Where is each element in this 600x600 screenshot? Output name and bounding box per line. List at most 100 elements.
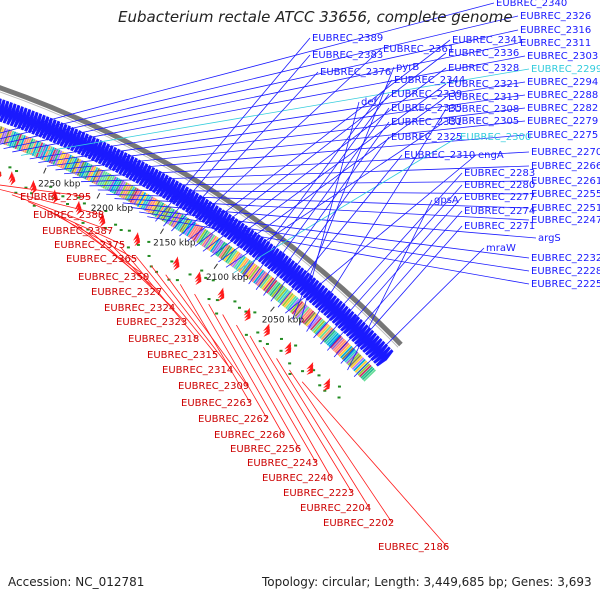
gc-skew-mark [114, 223, 118, 226]
gene-label-red: EUBREC_2323 [116, 317, 187, 328]
cog-category-block [296, 305, 308, 319]
cog-category-block [159, 205, 170, 221]
forward-gene-arrow [375, 349, 394, 367]
forward-gene-arrow [251, 238, 268, 258]
forward-gene-arrow [245, 233, 261, 254]
gene-label-blue: EUBREC_2313 [448, 92, 519, 103]
forward-gene-arrow [121, 155, 135, 177]
gene-label-blue: EUBREC_2336 [448, 48, 519, 59]
forward-gene-arrow [131, 161, 145, 182]
gc-skew-mark [312, 369, 316, 372]
leader-line-blue [333, 210, 463, 358]
leader-line-blue [299, 101, 360, 326]
leader-line-blue [263, 121, 390, 296]
cog-category-block [305, 313, 318, 327]
gene-label-red: EUBREC_2314 [162, 365, 233, 376]
gene-label-red: EUBREC_2240 [262, 473, 333, 484]
cog-category-block [46, 147, 55, 163]
forward-gene-arrow [56, 123, 68, 146]
cog-category-block [177, 216, 188, 231]
cog-category-block [338, 344, 351, 357]
cog-category-block [192, 226, 204, 241]
cog-category-block [254, 270, 266, 285]
cog-category-block [31, 140, 40, 157]
leader-line-blue [179, 48, 382, 237]
reverse-gene-arrow [133, 234, 140, 244]
gene-label-blue: EUBREC_2325 [391, 132, 462, 143]
cog-category-block [251, 268, 263, 283]
cog-category-block [142, 195, 152, 210]
forward-gene-arrow [367, 340, 386, 359]
gc-skew-mark [170, 260, 174, 263]
cog-category-block [117, 181, 127, 197]
cog-category-block [61, 153, 70, 170]
leader-line-blue [194, 52, 447, 247]
forward-gene-arrow [6, 103, 17, 125]
forward-gene-arrow [194, 198, 209, 219]
cog-category-block [269, 282, 281, 297]
leader-line-blue [327, 196, 463, 351]
reverse-gene-arrow [243, 307, 250, 316]
cog-category-block [334, 339, 347, 353]
forward-gene-arrow [34, 114, 46, 137]
gene-label-red: EUBREC_2375 [54, 240, 125, 251]
cog-category-block [204, 234, 216, 249]
cog-category-block [293, 302, 305, 316]
reverse-gene-arrow [29, 179, 35, 190]
gc-skew-mark [204, 276, 208, 279]
gene-label-blue: EUBREC_2383 [312, 50, 383, 61]
gc-skew-mark [119, 229, 123, 232]
gene-label-red: EUBREC_2243 [247, 458, 318, 469]
topology-text: Topology: circular; Length: 3,449,685 bp… [262, 575, 592, 589]
leader-line-blue [353, 247, 485, 377]
leader-line-red [263, 346, 353, 494]
cog-category-block [209, 238, 221, 253]
cog-category-block [354, 360, 368, 373]
cog-category-block [143, 196, 154, 211]
gc-skew-mark [175, 279, 179, 282]
leader-line-blue [340, 225, 463, 364]
gene-label-blue: EUBREC_2308 [448, 104, 519, 115]
forward-gene-arrow [302, 279, 320, 299]
cog-category-block [133, 190, 143, 205]
reverse-gene-arrow [194, 271, 201, 280]
reverse-gene-arrow [75, 203, 81, 213]
gene-label-blue: EUBREC_2376 [320, 67, 391, 78]
gene-label-blue: EUBREC_2282 [527, 103, 598, 114]
gc-skew-mark [215, 299, 219, 302]
gc-skew-mark [61, 195, 65, 198]
gene-label-blue: EUBREC_2344 [394, 75, 465, 86]
cog-category-block [14, 133, 23, 150]
cog-category-block [282, 293, 294, 307]
gene-label-blue: EUBREC_2389 [312, 33, 383, 44]
gene-label-red: EUBREC_2256 [230, 444, 301, 455]
cog-category-block [226, 249, 238, 264]
cog-category-block [198, 229, 209, 245]
forward-gene-arrow [320, 295, 337, 314]
cog-category-block [168, 211, 179, 226]
leader-line-red [0, 184, 90, 198]
forward-gene-arrow [342, 316, 361, 335]
cog-category-block [261, 276, 273, 290]
gene-label-blue: argS [538, 233, 561, 244]
cog-category-block [151, 200, 161, 216]
forward-gene-arrow [359, 332, 377, 351]
cog-category-block [87, 166, 97, 182]
gene-label-red: EUBREC_2186 [378, 542, 449, 553]
reverse-gene-arrow [306, 367, 314, 375]
forward-gene-arrow [162, 178, 176, 199]
forward-gene-arrow [248, 236, 264, 256]
cog-category-block [243, 262, 255, 277]
ruler-tick-mark [43, 167, 47, 174]
leader-line-blue [0, 2, 495, 134]
cog-category-block [357, 363, 371, 376]
cog-category-block [238, 258, 250, 273]
cog-category-block [20, 135, 28, 152]
cog-category-block [170, 212, 181, 227]
gene-label-blue: EUBREC_2266 [531, 161, 600, 172]
leader-line-blue [187, 39, 451, 242]
gc-skew-mark [279, 349, 283, 352]
cog-category-block [122, 184, 132, 200]
forward-gene-arrow [31, 113, 43, 135]
